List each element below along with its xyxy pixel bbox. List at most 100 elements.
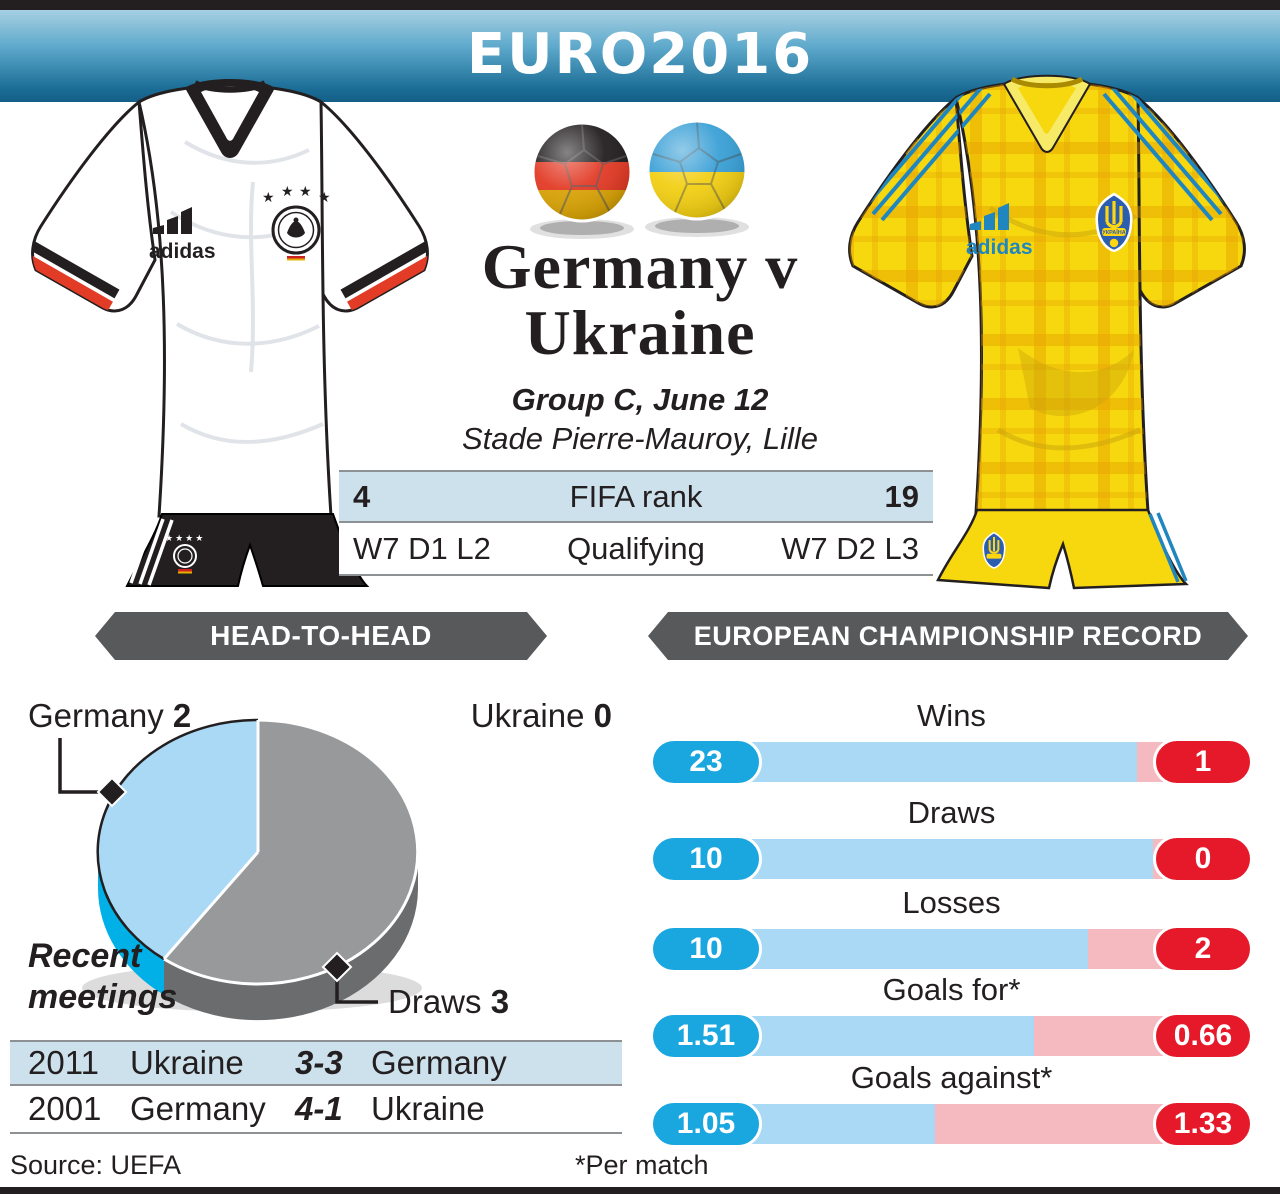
- bar-category-label: Goals against*: [850, 1060, 1053, 1095]
- ukraine-adidas-logo: adidas: [966, 203, 1033, 259]
- ukraine-fifa-rank: 19: [884, 478, 919, 514]
- pie-label-draws-name: Draws: [388, 983, 491, 1020]
- meeting-away-team: Germany: [371, 1044, 507, 1081]
- bar-row: 23 1: [650, 738, 1253, 786]
- ukraine-value-pill: 1: [1153, 738, 1253, 786]
- recent-meetings-table: 2011 Ukraine 3-3 Germany 2001 Germany 4-…: [10, 1040, 622, 1134]
- pie-label-ukraine-name: Ukraine: [470, 697, 594, 734]
- germany-shorts-stripes: [129, 517, 174, 586]
- pie-label-germany-value: 2: [172, 697, 192, 734]
- match-group-line: Group C, June 12: [511, 382, 769, 417]
- ball-shadow-germany-core: [540, 221, 624, 235]
- meeting-row-2011: 2011 Ukraine 3-3 Germany: [10, 1040, 622, 1086]
- recent-meetings-line1: Recent: [28, 937, 142, 975]
- flag-footballs: [530, 119, 749, 239]
- head-to-head-pie-chart: [58, 718, 422, 1021]
- bar-row: 1.51 0.66: [650, 1012, 1253, 1060]
- bar-row: 10 2: [650, 925, 1253, 973]
- germany-value-pill: 10: [650, 835, 762, 883]
- germany-value-pill: 1.05: [650, 1100, 762, 1148]
- fifa-rank-row: 4 FIFA rank 19: [339, 470, 933, 523]
- recent-meetings-line2: meetings: [28, 978, 178, 1016]
- svg-text:★: ★: [318, 189, 331, 205]
- ukraine-kit-illustration: adidas УКРАЇНА: [848, 74, 1246, 590]
- qualifying-row: W7 D1 L2 Qualifying W7 D2 L3: [339, 523, 933, 576]
- meeting-home-team: Ukraine: [130, 1044, 244, 1081]
- germany-value-pill: 10: [650, 925, 762, 973]
- germany-marker-diamond: [96, 776, 128, 808]
- pie-germany-slice: [97, 719, 258, 959]
- ukraine-shorts: [936, 508, 1189, 590]
- germany-adidas-logo: adidas: [149, 207, 216, 263]
- germany-collar-back: [193, 80, 267, 93]
- match-venue-line: Stade Pierre-Mauroy, Lille: [461, 421, 819, 456]
- svg-text:★: ★: [262, 189, 275, 205]
- euro2016-logo: EURO2016: [466, 22, 814, 87]
- ukraine-shorts-crest: [982, 531, 1006, 569]
- pie-grey-outline: [163, 718, 420, 986]
- pie-label-ukraine-value: 0: [593, 697, 612, 734]
- germany-brand-text: adidas: [149, 240, 216, 263]
- pie-germany-side: [97, 852, 164, 995]
- pie-label-germany-name: Germany: [28, 697, 173, 734]
- bar-category-label: Goals for*: [882, 972, 1021, 1007]
- source-credit: Source: UEFA: [10, 1150, 182, 1180]
- germany-fifa-rank: 4: [353, 478, 371, 514]
- svg-text:★: ★: [281, 183, 294, 199]
- championship-record-ribbon: EUROPEAN CHAMPIONSHIP RECORD: [648, 612, 1248, 660]
- germany-ball-rim: [531, 121, 633, 223]
- match-stats-table: 4 FIFA rank 19 W7 D1 L2 Qualifying W7 D2…: [339, 470, 933, 576]
- pie-label-draws-value: 3: [490, 983, 510, 1020]
- pie-radii-lines: [162, 720, 260, 960]
- ukraine-qualifying-record: W7 D2 L3: [781, 530, 919, 566]
- svg-text:★: ★: [299, 183, 312, 199]
- head-to-head-ribbon: HEAD-TO-HEAD: [95, 612, 547, 660]
- per-match-note: *Per match: [575, 1150, 709, 1180]
- ball-shadow-germany: [530, 219, 634, 239]
- ukraine-crest: УКРАЇНА: [1095, 192, 1133, 253]
- meeting-year: 2011: [28, 1044, 99, 1081]
- pie-draws-slice: [164, 720, 418, 984]
- germany-shorts-crest: ★★★★: [165, 533, 205, 574]
- ukraine-value-pill: 2: [1153, 925, 1253, 973]
- ukraine-shorts-stripes: [1148, 512, 1188, 583]
- match-title: Germany v Ukraine: [340, 234, 940, 366]
- top-black-bar: [0, 0, 1280, 10]
- germany-collar-inner: [201, 86, 259, 141]
- championship-record-bars: Wins 23 1 Draws 10 0 Losses 10 2 Goals f…: [650, 690, 1253, 1160]
- pie-label-ukraine: Ukraine 0: [400, 697, 612, 735]
- svg-text:★★★★: ★★★★: [165, 533, 205, 543]
- bar-row: 1.05 1.33: [650, 1100, 1253, 1148]
- ball-shadow-ukraine-core: [655, 219, 739, 233]
- pie-label-draws: Draws 3: [388, 983, 509, 1021]
- meeting-score: 3-3: [295, 1044, 343, 1081]
- germany-qualifying-record: W7 D1 L2: [353, 530, 491, 566]
- ukraine-value-pill: 0.66: [1153, 1012, 1253, 1060]
- ukraine-ball-rim: [646, 119, 748, 221]
- draws-leader-line: [335, 976, 378, 1004]
- pie-draws-side: [164, 852, 419, 1021]
- ukraine-collar-inner: [1018, 82, 1076, 134]
- qualifying-label: Qualifying: [567, 530, 705, 566]
- ukraine-shoulder-stripes: [862, 81, 1232, 222]
- bar-category-label: Wins: [917, 698, 986, 733]
- ukraine-value-pill: 0: [1153, 835, 1253, 883]
- ukraine-collar-back: [1010, 76, 1084, 89]
- meeting-row-2001: 2001 Germany 4-1 Ukraine: [10, 1086, 622, 1134]
- pie-blue-outline: [96, 718, 259, 961]
- ukraine-value-pill: 1.33: [1153, 1100, 1253, 1148]
- bar-category-label: Losses: [902, 885, 1001, 920]
- germany-kit-illustration: adidas ★ ★ ★ ★ ★★★★: [31, 79, 429, 587]
- fifa-rank-label: FIFA rank: [569, 478, 703, 514]
- recent-meetings-heading: Recent meetings: [28, 936, 177, 1018]
- ukraine-crest-text: УКРАЇНА: [1102, 229, 1125, 236]
- meeting-score: 4-1: [295, 1090, 343, 1127]
- ball-shadow-ukraine: [645, 217, 749, 237]
- meeting-year: 2001: [28, 1090, 102, 1127]
- germany-crest: ★ ★ ★ ★: [262, 183, 331, 261]
- match-title-line2: Ukraine: [524, 297, 756, 368]
- pie-label-germany: Germany 2: [28, 697, 191, 735]
- meeting-home-team: Germany: [130, 1090, 266, 1127]
- ukraine-brand-text: adidas: [966, 236, 1033, 259]
